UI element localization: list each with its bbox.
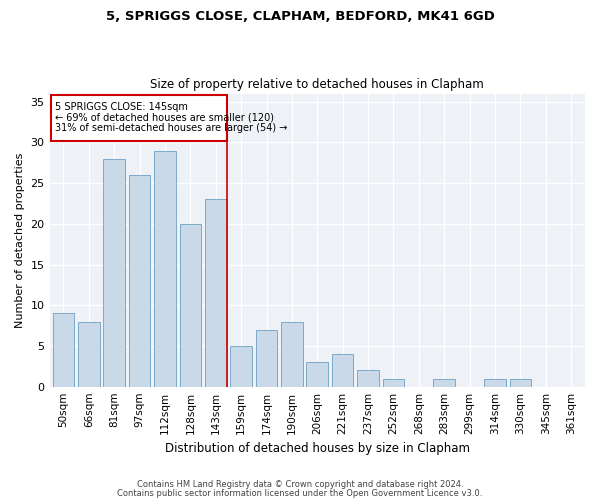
Text: ← 69% of detached houses are smaller (120): ← 69% of detached houses are smaller (12… (55, 112, 274, 122)
Bar (357, 370, 379, 386)
Bar (103, 158, 125, 386)
Bar (53, 314, 74, 386)
Bar (230, 346, 252, 387)
Bar (307, 362, 328, 386)
Bar (78, 322, 100, 386)
Bar (433, 378, 455, 386)
Bar (129, 175, 151, 386)
Bar (509, 378, 531, 386)
Text: Contains public sector information licensed under the Open Government Licence v3: Contains public sector information licen… (118, 490, 482, 498)
X-axis label: Distribution of detached houses by size in Clapham: Distribution of detached houses by size … (165, 442, 470, 455)
Bar (256, 330, 277, 386)
Title: Size of property relative to detached houses in Clapham: Size of property relative to detached ho… (151, 78, 484, 91)
Bar (154, 150, 176, 386)
Bar (484, 378, 506, 386)
Bar (179, 224, 201, 386)
Bar (383, 378, 404, 386)
Text: Contains HM Land Registry data © Crown copyright and database right 2024.: Contains HM Land Registry data © Crown c… (137, 480, 463, 489)
Text: 5 SPRIGGS CLOSE: 145sqm: 5 SPRIGGS CLOSE: 145sqm (55, 102, 188, 112)
Text: 31% of semi-detached houses are larger (54) →: 31% of semi-detached houses are larger (… (55, 123, 287, 133)
Bar (281, 322, 302, 386)
FancyBboxPatch shape (52, 95, 227, 141)
Bar (205, 200, 227, 386)
Bar (332, 354, 353, 386)
Y-axis label: Number of detached properties: Number of detached properties (15, 152, 25, 328)
Text: 5, SPRIGGS CLOSE, CLAPHAM, BEDFORD, MK41 6GD: 5, SPRIGGS CLOSE, CLAPHAM, BEDFORD, MK41… (106, 10, 494, 23)
